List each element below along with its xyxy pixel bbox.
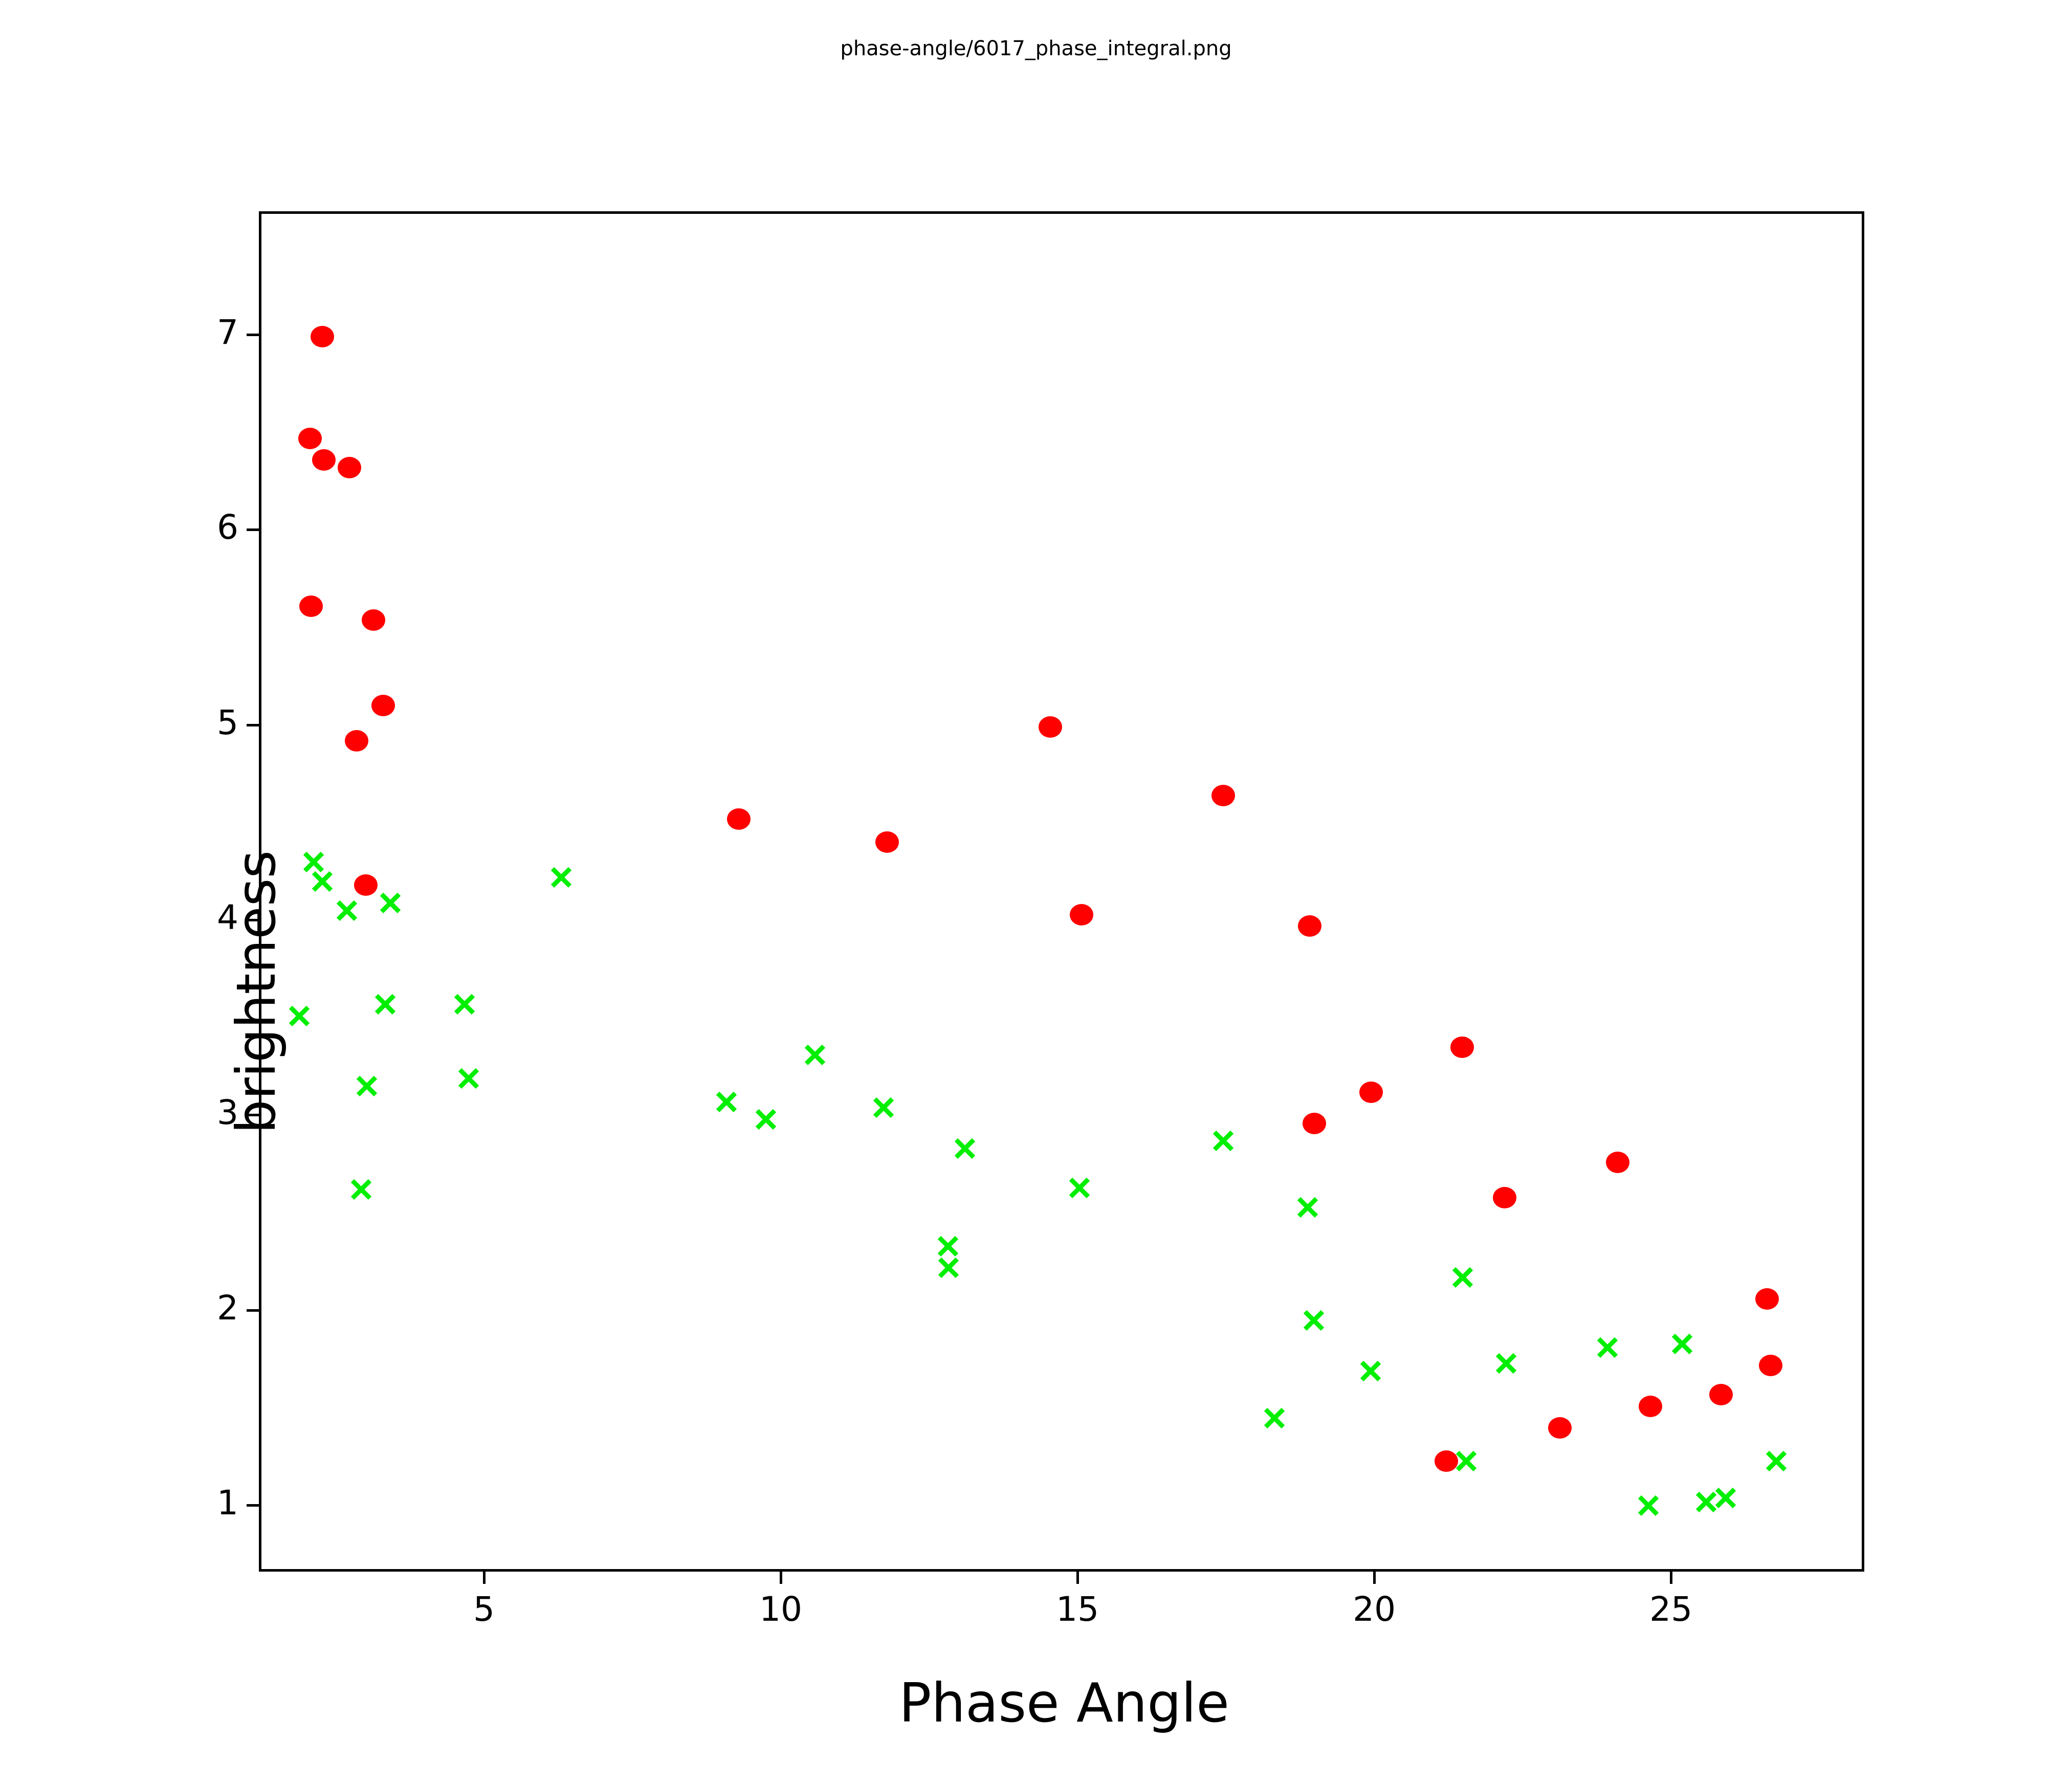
y-tick-label: 4 bbox=[217, 898, 238, 937]
figure-title: phase-angle/6017_phase_integral.png bbox=[840, 37, 1232, 60]
y-tick-mark bbox=[247, 1114, 261, 1117]
data-point-red-circle bbox=[1211, 784, 1236, 806]
data-point-green-cross bbox=[871, 1095, 896, 1120]
data-point-red-circle bbox=[1548, 1417, 1572, 1439]
data-point-red-circle bbox=[337, 456, 361, 478]
y-tick-mark bbox=[247, 723, 261, 726]
data-point-red-circle bbox=[362, 609, 386, 631]
data-point-red-circle bbox=[344, 730, 368, 752]
data-point-red-circle bbox=[1302, 1112, 1326, 1134]
x-axis-label: Phase Angle bbox=[899, 1672, 1229, 1734]
data-point-green-cross bbox=[1262, 1405, 1287, 1431]
y-axis-label: brightness bbox=[225, 850, 288, 1134]
data-point-green-cross bbox=[936, 1255, 961, 1281]
x-tick-label: 20 bbox=[1353, 1590, 1396, 1629]
x-tick-mark bbox=[780, 1569, 783, 1584]
x-tick-mark bbox=[483, 1569, 486, 1584]
data-point-red-circle bbox=[1755, 1288, 1779, 1310]
data-point-red-circle bbox=[354, 874, 378, 896]
data-point-green-cross bbox=[372, 991, 398, 1017]
data-point-green-cross bbox=[1067, 1175, 1092, 1201]
data-point-green-cross bbox=[802, 1042, 828, 1068]
data-point-red-circle bbox=[726, 808, 751, 830]
y-tick-mark bbox=[247, 1309, 261, 1312]
data-point-red-circle bbox=[371, 695, 395, 717]
data-point-green-cross bbox=[1595, 1335, 1620, 1360]
data-points-layer bbox=[261, 214, 1862, 1569]
data-point-green-cross bbox=[1636, 1493, 1661, 1518]
data-point-green-cross bbox=[1358, 1358, 1383, 1384]
y-tick-label: 5 bbox=[217, 702, 238, 742]
y-tick-label: 6 bbox=[217, 508, 238, 547]
data-point-green-cross bbox=[1210, 1128, 1236, 1154]
data-point-green-cross bbox=[378, 890, 403, 916]
y-tick-label: 2 bbox=[217, 1288, 238, 1328]
data-point-red-circle bbox=[1605, 1152, 1629, 1174]
data-point-green-cross bbox=[1493, 1351, 1519, 1376]
y-tick-label: 7 bbox=[217, 312, 238, 352]
y-tick-mark bbox=[247, 919, 261, 921]
data-point-green-cross bbox=[1713, 1485, 1738, 1511]
data-point-red-circle bbox=[1297, 915, 1321, 937]
data-point-green-cross bbox=[1693, 1489, 1719, 1515]
data-point-green-cross bbox=[1453, 1448, 1479, 1474]
x-tick-label: 15 bbox=[1056, 1590, 1099, 1629]
data-point-green-cross bbox=[286, 1003, 312, 1029]
data-point-green-cross bbox=[1301, 1308, 1327, 1333]
data-point-green-cross bbox=[310, 869, 335, 894]
data-point-green-cross bbox=[456, 1066, 481, 1091]
y-tick-label: 1 bbox=[217, 1483, 238, 1523]
data-point-green-cross bbox=[548, 865, 574, 890]
data-point-red-circle bbox=[312, 449, 336, 471]
x-tick-label: 5 bbox=[473, 1590, 495, 1629]
data-point-red-circle bbox=[1493, 1186, 1517, 1208]
data-point-green-cross bbox=[334, 898, 360, 923]
y-tick-mark bbox=[247, 1504, 261, 1507]
data-point-green-cross bbox=[935, 1233, 961, 1259]
data-point-green-cross bbox=[1450, 1265, 1475, 1290]
data-point-red-circle bbox=[1070, 903, 1094, 925]
data-point-green-cross bbox=[952, 1136, 978, 1161]
x-tick-label: 10 bbox=[759, 1590, 803, 1629]
x-tick-label: 25 bbox=[1649, 1590, 1693, 1629]
data-point-green-cross bbox=[301, 849, 326, 875]
data-point-red-circle bbox=[1359, 1081, 1383, 1103]
y-tick-mark bbox=[247, 333, 261, 336]
data-point-red-circle bbox=[311, 326, 335, 348]
y-tick-mark bbox=[247, 528, 261, 532]
data-point-red-circle bbox=[875, 831, 899, 853]
x-tick-mark bbox=[1670, 1569, 1673, 1584]
data-point-red-circle bbox=[298, 427, 322, 449]
data-point-red-circle bbox=[299, 595, 323, 617]
data-point-red-circle bbox=[1434, 1450, 1458, 1472]
data-point-red-circle bbox=[1759, 1354, 1783, 1376]
plot-axes-area: brightness Phase Angle 1 2 3 4 5 6 7 5 10 15 20 25 bbox=[217, 211, 1864, 1734]
data-point-red-circle bbox=[1709, 1384, 1733, 1406]
data-point-red-circle bbox=[1450, 1036, 1474, 1058]
data-point-green-cross bbox=[1669, 1331, 1695, 1357]
y-tick-label: 3 bbox=[217, 1093, 238, 1133]
x-tick-mark bbox=[1076, 1569, 1079, 1584]
data-point-green-cross bbox=[1764, 1448, 1789, 1474]
data-point-green-cross bbox=[354, 1073, 380, 1099]
x-tick-mark bbox=[1373, 1569, 1376, 1584]
data-point-red-circle bbox=[1638, 1395, 1662, 1417]
data-point-green-cross bbox=[348, 1177, 374, 1202]
data-point-green-cross bbox=[452, 991, 477, 1017]
data-point-green-cross bbox=[714, 1089, 739, 1115]
data-point-red-circle bbox=[1038, 716, 1062, 738]
data-point-green-cross bbox=[753, 1107, 779, 1132]
data-point-green-cross bbox=[1295, 1195, 1320, 1220]
